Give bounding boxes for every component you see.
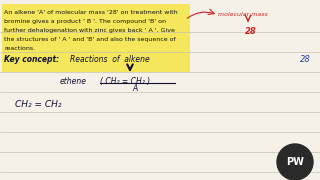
Text: ( CH₂ = CH₂ ): ( CH₂ = CH₂ ) — [100, 77, 150, 86]
Text: An alkene 'A' of molecular mass '28' on treatment with: An alkene 'A' of molecular mass '28' on … — [4, 10, 178, 15]
Circle shape — [277, 144, 313, 180]
Text: A: A — [132, 84, 137, 93]
Text: PW: PW — [286, 157, 304, 167]
Text: 28: 28 — [245, 27, 257, 36]
Text: further dehalogenation with zinc gives back ' A '. Give: further dehalogenation with zinc gives b… — [4, 28, 175, 33]
FancyBboxPatch shape — [2, 4, 190, 72]
Text: bromine gives a product ' B '. The compound 'B' on: bromine gives a product ' B '. The compo… — [4, 19, 166, 24]
Text: the structures of ' A ' and 'B' and also the sequence of: the structures of ' A ' and 'B' and also… — [4, 37, 176, 42]
Text: ethene: ethene — [60, 77, 87, 86]
Text: 28: 28 — [300, 55, 311, 64]
Text: CH₂ = CH₂: CH₂ = CH₂ — [15, 100, 61, 109]
Text: Key concept:: Key concept: — [4, 55, 59, 64]
Text: Reactions  of  alkene: Reactions of alkene — [70, 55, 150, 64]
Text: reactions.: reactions. — [4, 46, 35, 51]
Text: molecular mass: molecular mass — [218, 12, 268, 17]
